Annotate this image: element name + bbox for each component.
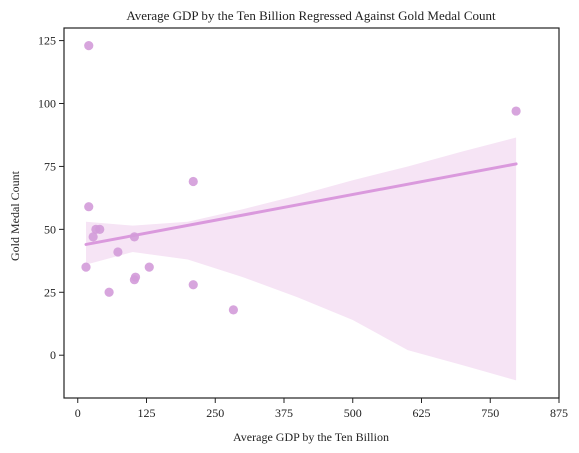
x-tick-label: 375 (275, 406, 293, 420)
x-tick-label: 500 (344, 406, 362, 420)
data-point (104, 287, 114, 297)
x-tick-label: 875 (550, 406, 568, 420)
data-point (144, 262, 154, 272)
x-tick-label: 750 (481, 406, 499, 420)
data-point (88, 232, 98, 242)
x-tick-label: 250 (206, 406, 224, 420)
data-point (81, 262, 91, 272)
regression-line (84, 162, 518, 246)
chart-title: Average GDP by the Ten Billion Regressed… (126, 8, 496, 23)
y-tick-label: 50 (44, 222, 56, 236)
data-point (129, 232, 139, 242)
y-tick-label: 125 (38, 34, 56, 48)
y-tick-label: 100 (38, 97, 56, 111)
x-tick-label: 125 (138, 406, 156, 420)
confidence-band (86, 137, 517, 381)
data-point (95, 224, 105, 234)
data-point (511, 106, 521, 116)
data-point (228, 305, 238, 315)
x-tick-label: 0 (75, 406, 81, 420)
data-point (129, 275, 139, 285)
y-tick-label: 0 (50, 348, 56, 362)
x-axis-label: Average GDP by the Ten Billion (233, 430, 389, 444)
y-tick-label: 25 (44, 285, 56, 299)
y-axis-label: Gold Medal Count (8, 170, 22, 261)
plot-frame (63, 27, 560, 399)
data-point (188, 176, 198, 187)
y-tick-label: 75 (44, 159, 56, 173)
data-point (188, 280, 198, 290)
data-point (84, 41, 94, 51)
data-point (113, 247, 123, 257)
x-tick-label: 625 (413, 406, 431, 420)
plot-area: 0 125 250 375 500 625 750 875 0 25 50 75 100 125 (38, 27, 568, 420)
data-point (84, 202, 94, 212)
